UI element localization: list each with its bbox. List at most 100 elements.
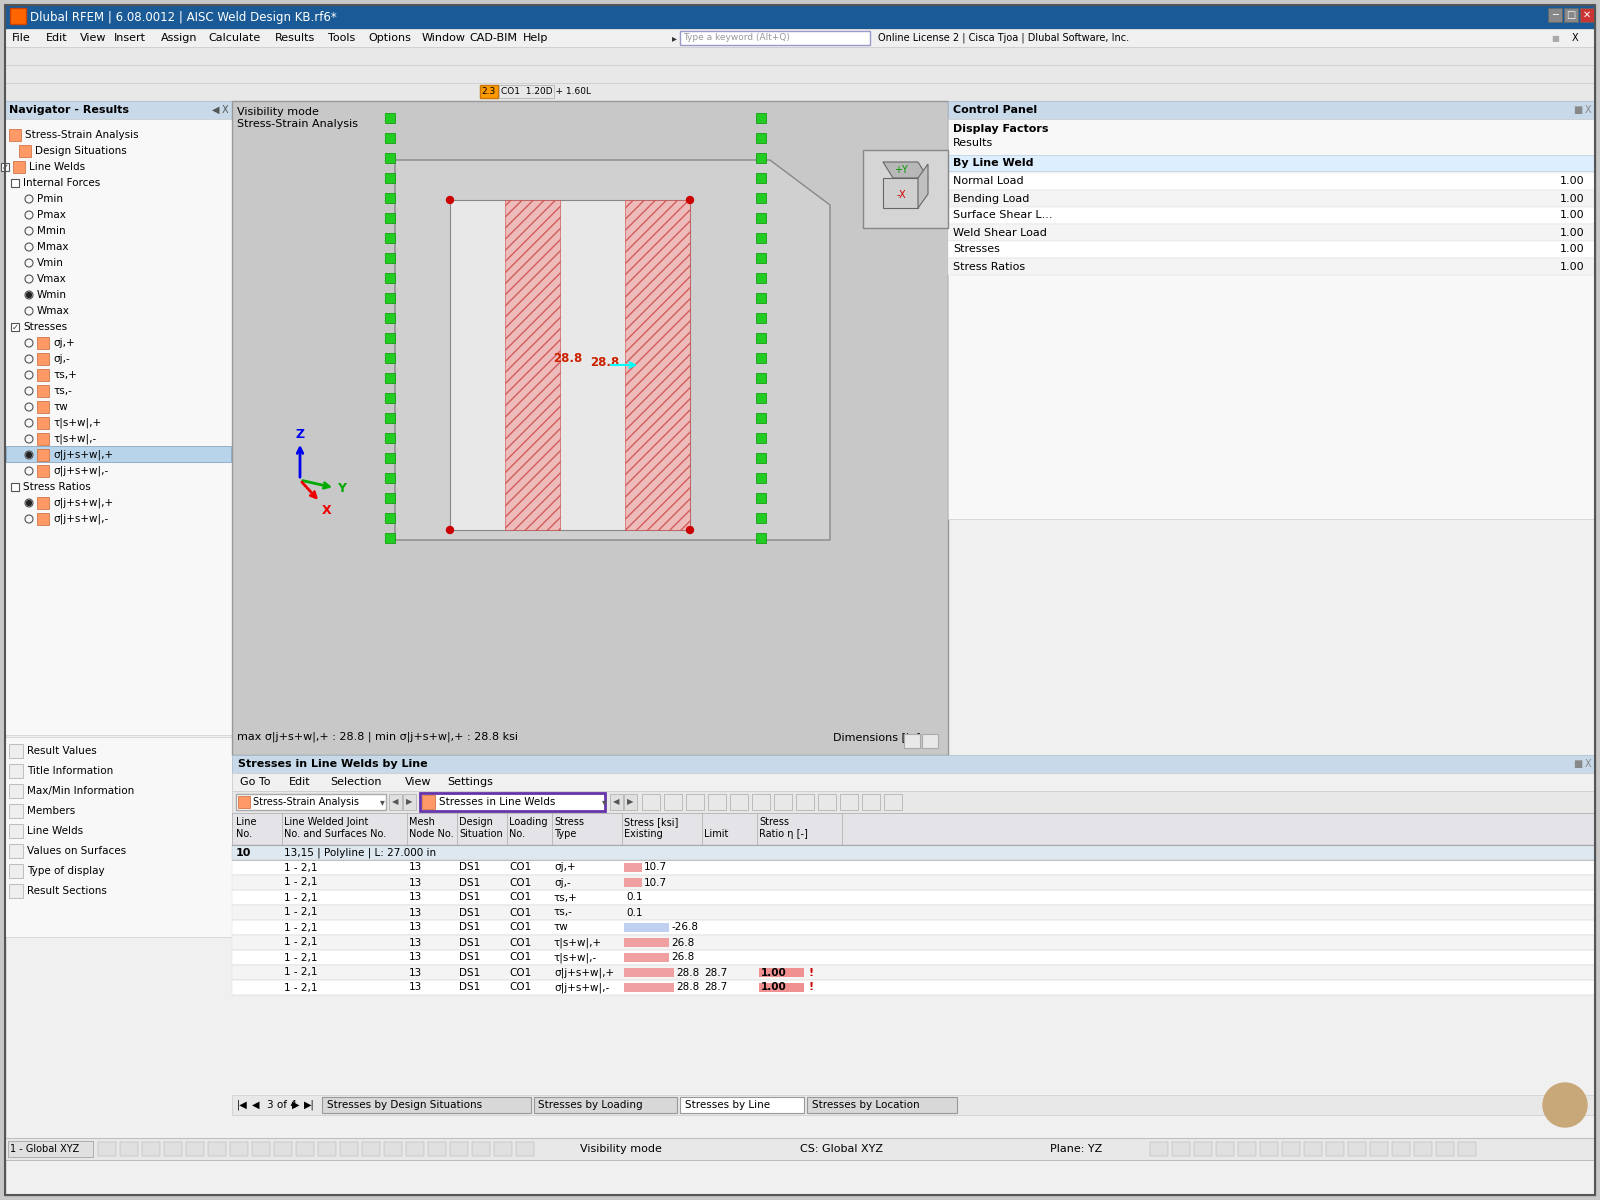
Text: Limit: Limit [704,829,728,839]
Text: ▶: ▶ [291,1100,299,1110]
Text: 13: 13 [410,863,422,872]
Bar [904,734,920,748]
Bar [37,401,50,413]
Text: Existing: Existing [624,829,662,839]
Bar [1458,1142,1475,1156]
Polygon shape [506,200,560,530]
Text: τs,-: τs,- [554,907,573,918]
Text: ◀: ◀ [392,798,398,806]
Text: DS1: DS1 [459,923,480,932]
Bar [1150,1142,1168,1156]
Text: Bending Load: Bending Load [954,193,1029,204]
Bar [515,1142,534,1156]
Bar [296,1142,314,1156]
Bar [757,452,766,463]
Bar [37,464,50,476]
Bar [386,493,395,503]
Text: No.: No. [509,829,525,839]
Text: 1 - 2,1: 1 - 2,1 [285,877,317,888]
Bar [757,413,766,422]
Bar [757,293,766,302]
Text: Dlubal RFEM | 6.08.0012 | AISC Weld Design KB.rf6*: Dlubal RFEM | 6.08.0012 | AISC Weld Desi… [30,11,336,24]
Text: 10.7: 10.7 [643,877,667,888]
Text: 13: 13 [410,967,422,978]
Bar [386,214,395,223]
Bar [11,179,19,187]
Bar [37,449,50,461]
Bar [680,1097,805,1114]
Text: ✓: ✓ [11,323,19,331]
Bar [757,373,766,383]
Bar [840,794,858,810]
Text: CO1: CO1 [509,863,531,872]
Polygon shape [450,200,690,530]
Text: Stress-Strain Analysis: Stress-Strain Analysis [253,797,358,806]
Bar [624,983,674,992]
Text: Stresses by Line: Stresses by Line [685,1100,770,1110]
Bar [5,101,232,119]
Text: σj,+: σj,+ [53,338,75,348]
Text: Control Panel: Control Panel [954,104,1037,115]
Text: Stress Ratios: Stress Ratios [22,482,91,492]
Text: ▶: ▶ [627,798,634,806]
Text: 1 - 2,1: 1 - 2,1 [285,923,317,932]
Text: □: □ [1566,10,1576,20]
Bar [232,791,1595,814]
Polygon shape [883,162,928,178]
Text: 13: 13 [410,877,422,888]
Bar [5,47,1595,65]
Text: File: File [13,32,30,43]
Text: τs,-: τs,- [53,386,72,396]
Text: View: View [405,778,432,787]
Text: Online License 2 | Cisca Tjoa | Dlubal Software, Inc.: Online License 2 | Cisca Tjoa | Dlubal S… [878,32,1130,43]
Text: CO1: CO1 [509,953,531,962]
Text: 1.00: 1.00 [762,983,787,992]
Bar [232,935,1595,950]
Text: σ|j+s+w|,+: σ|j+s+w|,+ [53,450,114,461]
Text: 13: 13 [410,893,422,902]
Bar [11,323,19,331]
Bar [757,313,766,323]
Text: Window: Window [422,32,466,43]
Text: Ratio η [-]: Ratio η [-] [758,829,808,839]
Text: Navigator - Results: Navigator - Results [10,104,130,115]
Text: CS: Global XYZ: CS: Global XYZ [800,1144,883,1154]
Text: Settings: Settings [446,778,493,787]
Bar [232,773,1595,791]
Bar [947,241,1595,258]
Text: ─: ─ [1552,10,1558,20]
Bar [322,1097,531,1114]
Text: 28.8: 28.8 [554,352,582,365]
Text: CO1: CO1 [509,923,531,932]
Text: τ|s+w|,-: τ|s+w|,- [53,433,96,444]
Text: ▸: ▸ [672,32,677,43]
Bar [386,253,395,263]
Bar [10,864,22,878]
Bar [232,890,1595,905]
Text: 1 - 2,1: 1 - 2,1 [285,937,317,948]
Text: τ|s+w|,+: τ|s+w|,+ [554,937,602,948]
Text: 28.8: 28.8 [675,983,699,992]
Bar [37,497,50,509]
Circle shape [27,452,32,457]
Bar [37,416,50,428]
Bar [386,293,395,302]
Bar [947,101,1595,119]
Text: 1 - 2,1: 1 - 2,1 [285,967,317,978]
Text: Calculate: Calculate [208,32,261,43]
Bar [1238,1142,1256,1156]
Circle shape [686,197,693,204]
Text: τ|s+w|,-: τ|s+w|,- [554,953,597,962]
Bar [386,272,395,283]
Text: No. and Surfaces No.: No. and Surfaces No. [285,829,386,839]
Bar [757,152,766,163]
Bar [499,85,554,98]
Bar [758,983,805,992]
Text: 1 - 2,1: 1 - 2,1 [285,953,317,962]
Text: Result Sections: Result Sections [27,886,107,896]
Bar [232,101,947,755]
Text: Tools: Tools [328,32,355,43]
Text: Stresses by Loading: Stresses by Loading [539,1100,643,1110]
Text: σ|j+s+w|,-: σ|j+s+w|,- [53,514,109,524]
Bar [386,373,395,383]
